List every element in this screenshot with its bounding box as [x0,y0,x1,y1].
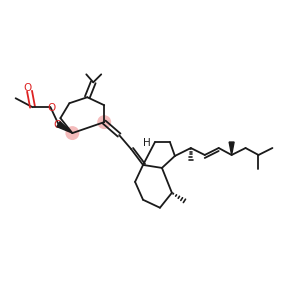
Circle shape [65,126,79,140]
Text: O: O [23,83,32,93]
Text: O: O [47,103,56,113]
Text: H: H [143,138,151,148]
Circle shape [97,115,111,129]
Text: O: O [53,120,62,130]
Polygon shape [57,122,72,133]
Polygon shape [229,142,234,155]
